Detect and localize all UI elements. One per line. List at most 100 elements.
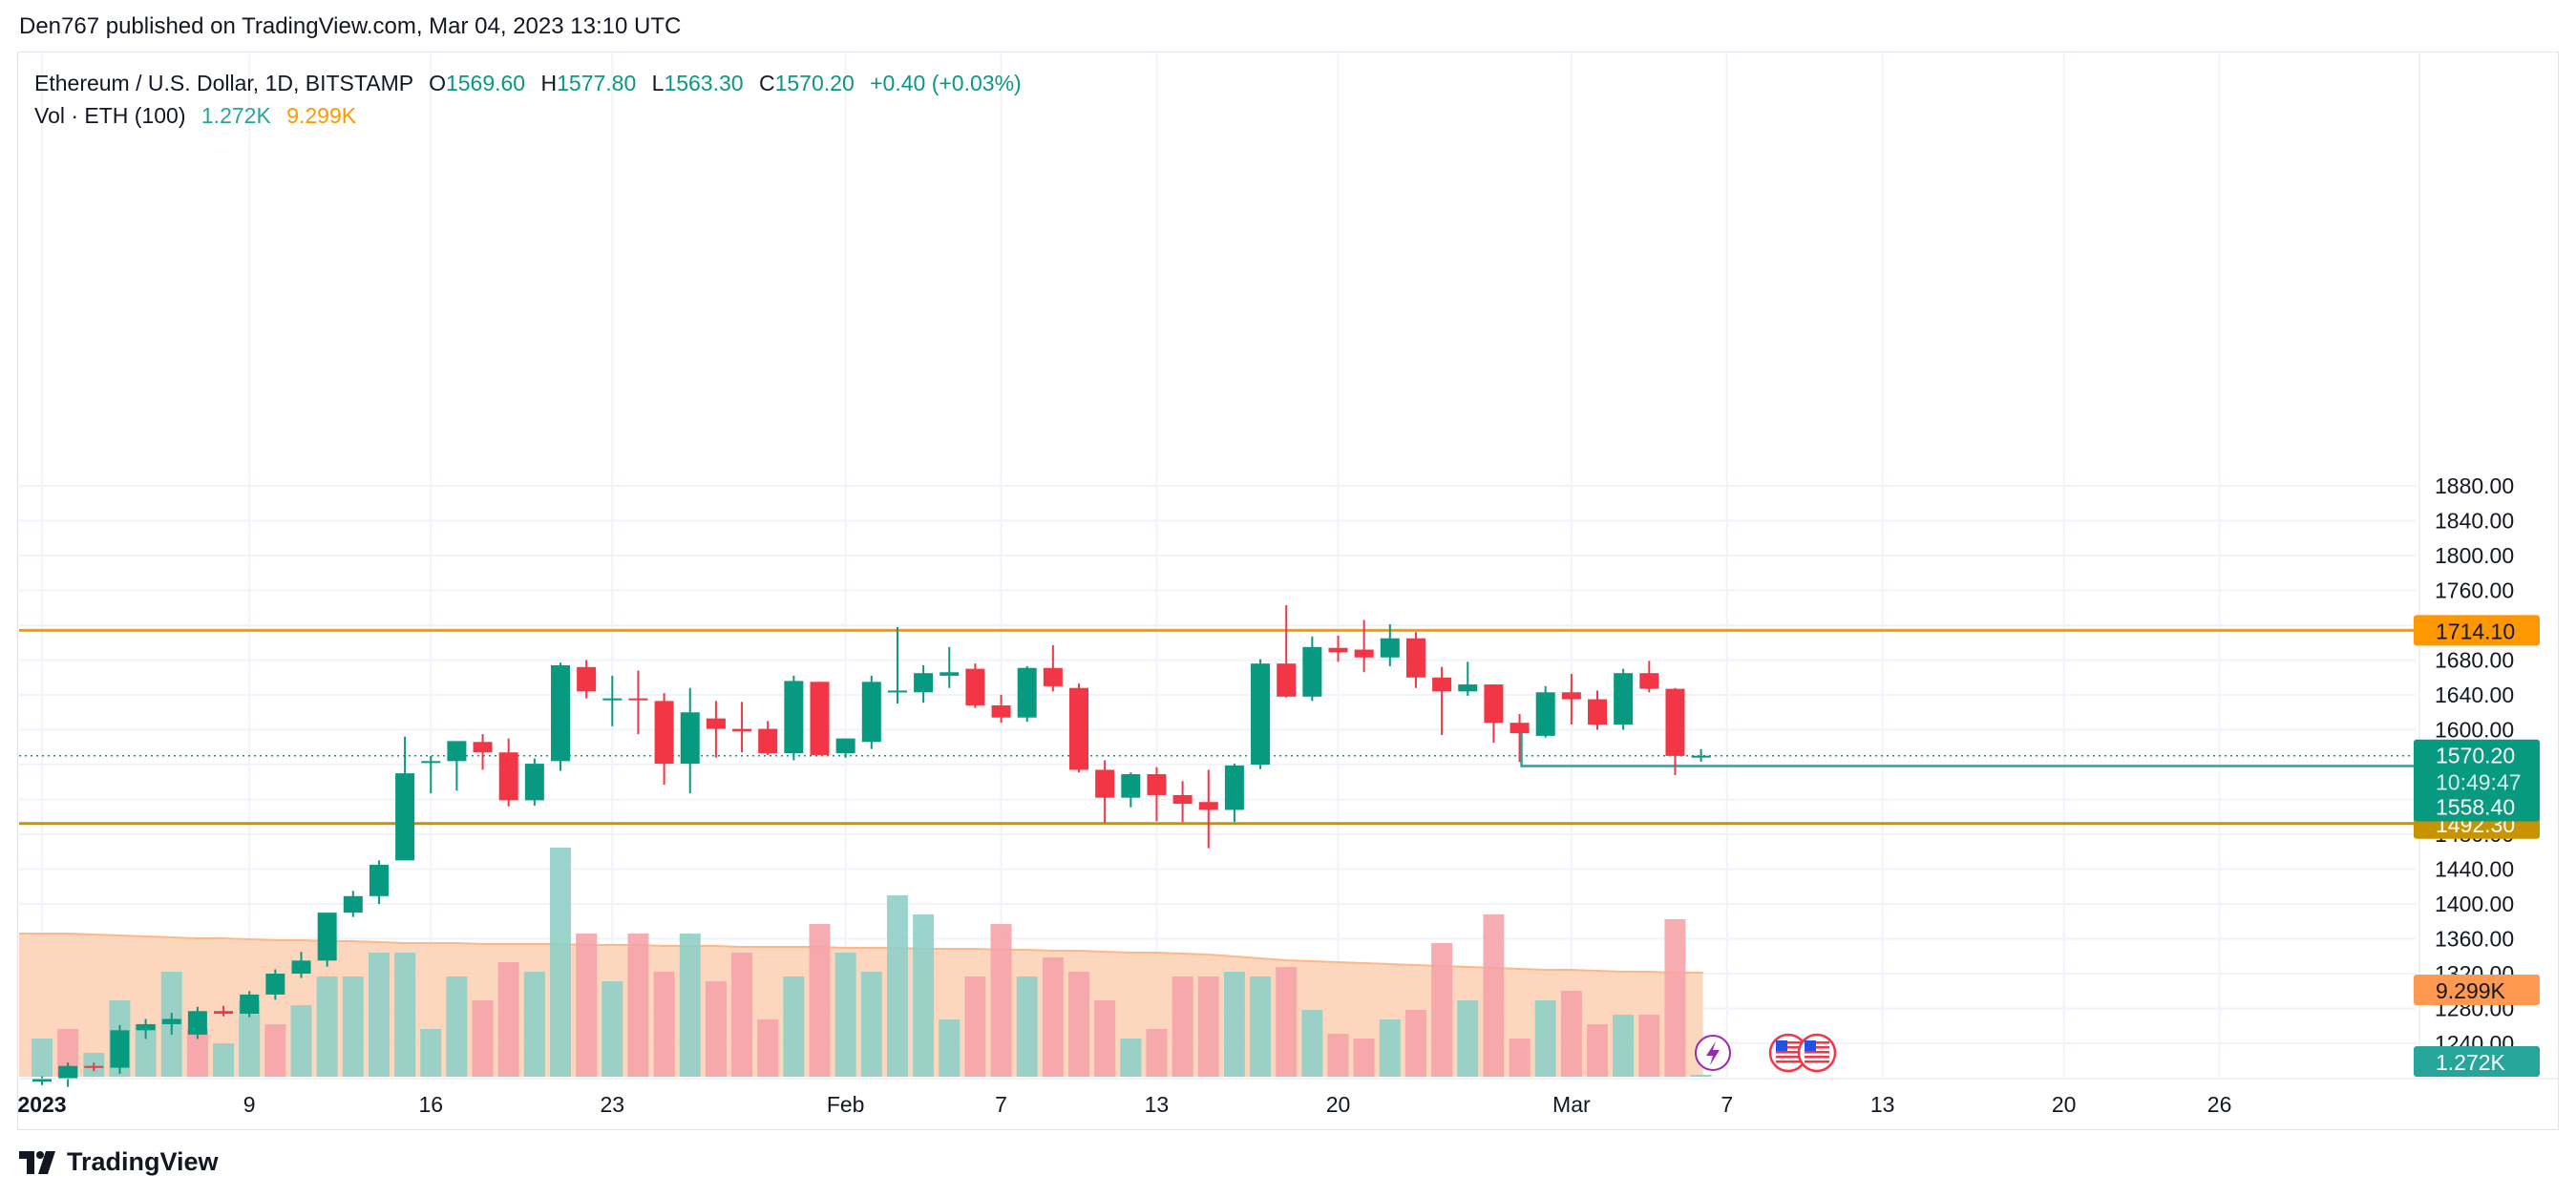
candle-body — [1095, 769, 1115, 798]
time-tick-label: Mar — [1552, 1092, 1591, 1117]
candle-body — [498, 752, 518, 801]
candle — [1458, 662, 1478, 696]
ray-price-badge: 1558.40 — [2414, 790, 2540, 822]
candle — [369, 860, 389, 904]
candle — [524, 758, 544, 806]
candle — [187, 1006, 207, 1040]
candle — [58, 1062, 78, 1087]
candle-body — [1224, 765, 1244, 810]
candle — [473, 734, 493, 770]
tradingview-brand[interactable]: TradingView — [19, 1147, 219, 1177]
candle — [861, 675, 881, 749]
high-label: H — [540, 71, 558, 95]
price-tick-label: 1680.00 — [2435, 648, 2514, 673]
candle — [940, 646, 960, 688]
candle — [810, 682, 830, 755]
candle — [1069, 683, 1088, 773]
candle — [1380, 624, 1400, 666]
volume-bar — [679, 934, 701, 1077]
candle-body — [1458, 684, 1478, 692]
volume-bar — [1613, 1015, 1635, 1077]
candle-body — [991, 704, 1011, 718]
candle-body — [940, 672, 960, 676]
candle — [1405, 632, 1425, 688]
volume-bar — [1379, 1019, 1401, 1077]
candle — [1172, 781, 1193, 823]
candle — [1147, 766, 1167, 822]
volume-bar — [1197, 976, 1219, 1077]
volume-bar — [1042, 957, 1064, 1077]
volume-current-badge: 1.272K — [2414, 1046, 2540, 1077]
volume-bar — [1587, 1024, 1608, 1077]
candle-body — [1639, 673, 1659, 689]
candle-body — [965, 668, 985, 705]
price-tick-label: 1400.00 — [2435, 892, 2514, 916]
candle-body — [1328, 647, 1348, 653]
candle-body — [654, 701, 674, 765]
candle-body — [1147, 774, 1167, 795]
close-label: C — [758, 71, 775, 95]
candle — [551, 662, 570, 771]
last-price-badge-box — [2414, 739, 2540, 799]
time-tick-label: 20 — [1326, 1092, 1351, 1117]
high-value: 1577.80 — [557, 71, 637, 95]
flag-stripe — [1805, 1060, 1829, 1063]
volume-bar — [446, 976, 468, 1077]
candle-body — [524, 764, 544, 801]
candle — [1665, 687, 1685, 775]
candle — [498, 738, 518, 807]
volume-bar — [394, 953, 416, 1077]
candle-body — [32, 1078, 52, 1082]
candle — [680, 687, 700, 794]
candle — [1588, 690, 1607, 730]
resistance-badge-text: 1714.10 — [2436, 619, 2515, 643]
flag-stripe — [1805, 1056, 1829, 1059]
candle-body — [1588, 699, 1607, 725]
flag-stripe — [1776, 1041, 1801, 1044]
candle — [1277, 605, 1297, 698]
candle-body — [1510, 723, 1530, 734]
flag-stripe — [1776, 1056, 1801, 1059]
candle-body — [706, 718, 726, 729]
candle-body — [58, 1065, 78, 1079]
volume-bar — [186, 1029, 208, 1077]
price-tick-label: 1880.00 — [2435, 473, 2514, 498]
candle-body — [421, 761, 441, 764]
candle-body — [343, 895, 363, 914]
candle — [136, 1018, 156, 1040]
volume-bar — [1327, 1034, 1349, 1077]
volume-bar — [1457, 1000, 1479, 1077]
symbol-title[interactable]: Ethereum / U.S. Dollar, 1D, BITSTAMP — [34, 71, 413, 95]
candle — [965, 663, 985, 708]
volume-bar — [602, 981, 623, 1077]
candle-body — [1691, 755, 1711, 758]
volume-bar — [834, 953, 856, 1077]
volume-ma-value: 9.299K — [286, 103, 357, 128]
candle — [1302, 636, 1322, 702]
open-label: O — [429, 71, 446, 95]
brand-name: TradingView — [67, 1147, 219, 1176]
candle-body — [1017, 667, 1037, 718]
candle — [1614, 668, 1634, 730]
volume-bar — [576, 934, 598, 1077]
volume-bar — [472, 1000, 494, 1077]
candle-body — [473, 742, 493, 753]
volume-bar — [290, 1005, 312, 1077]
volume-bar — [783, 976, 805, 1077]
candle — [1484, 684, 1504, 744]
volume-title[interactable]: Vol · ETH (100) — [34, 103, 186, 128]
time-tick-label: 9 — [243, 1092, 256, 1117]
candle — [447, 741, 467, 791]
ray-price-badge-box — [2414, 790, 2540, 822]
volume-bar — [57, 1029, 79, 1077]
candle — [317, 913, 337, 967]
volume-bar — [239, 1000, 261, 1077]
time-scale-labels: 2023 9 16 23 Feb 7 13 20 Mar 7 13 20 26 — [17, 1092, 2231, 1117]
time-tick-label: 26 — [2207, 1092, 2232, 1117]
candle-body — [214, 1011, 234, 1014]
candle — [1535, 685, 1555, 738]
volume-current-badge-text: 1.272K — [2436, 1050, 2506, 1075]
candle — [1224, 764, 1244, 823]
volume-bar — [420, 1029, 442, 1077]
